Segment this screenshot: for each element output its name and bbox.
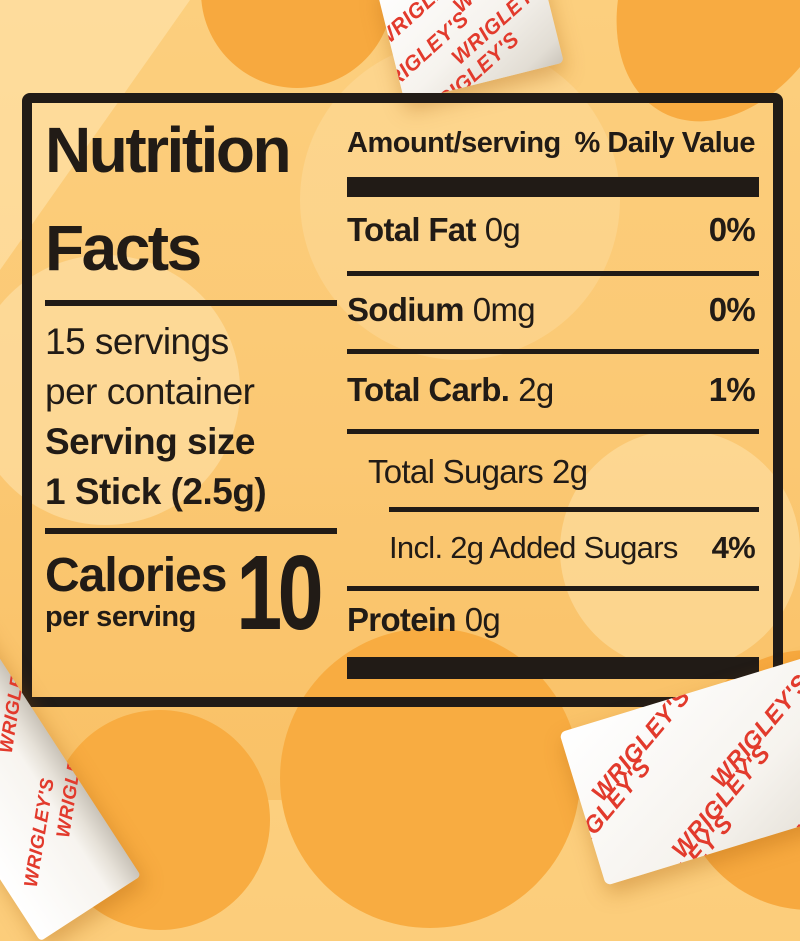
daily-value: 1% xyxy=(708,371,756,408)
table-row: Total Fat 0g 0% xyxy=(347,209,756,251)
divider xyxy=(347,586,759,591)
table-row: Total Sugars 2g xyxy=(347,451,755,493)
calories-sublabel: per serving xyxy=(45,601,196,633)
daily-value: 0% xyxy=(708,291,756,328)
nutrient-name-amount: Total Carb. 2g xyxy=(347,371,554,408)
gum-wrapper-top: WRIGLEY'S WRIGLEY'S WRIGLEY'S WRIGLEY'S … xyxy=(376,0,564,103)
wrigleys-brand-text: WRIGLEY'S xyxy=(785,726,800,851)
thick-divider xyxy=(347,177,759,197)
divider xyxy=(347,349,759,354)
amount-per-serving-header: Amount/serving xyxy=(347,127,561,159)
nutrition-label-frame: Nutrition Facts 15 servings per containe… xyxy=(22,93,783,707)
table-row: Incl. 2g Added Sugars 4% xyxy=(347,527,756,569)
serving-size-label: Serving size xyxy=(45,421,255,462)
calories-block: Calories per serving xyxy=(45,549,227,633)
thick-divider xyxy=(347,657,759,679)
divider xyxy=(45,300,337,306)
nutrient-name-amount: Total Fat 0g xyxy=(347,211,521,248)
divider xyxy=(347,271,759,276)
calories-label: Calories xyxy=(45,549,227,602)
nutrient-name-amount: Protein 0g xyxy=(347,601,501,638)
nutrition-title-line1: Nutrition xyxy=(45,114,292,186)
nutrient-name-amount: Incl. 2g Added Sugars xyxy=(389,530,678,565)
daily-value: 0% xyxy=(708,211,756,248)
servings-per-container: 15 servings per container xyxy=(45,317,255,417)
divider xyxy=(45,528,337,534)
table-row: Sodium 0mg 0% xyxy=(347,289,756,331)
nutrient-name-amount: Total Sugars 2g xyxy=(368,453,588,490)
nutrition-title-line2: Facts xyxy=(45,212,202,284)
calories-value: 10 xyxy=(236,534,323,652)
table-header-row: Amount/serving % Daily Value xyxy=(347,127,755,160)
serving-size: Serving size 1 Stick (2.5g) xyxy=(45,417,267,517)
table-row: Total Carb. 2g 1% xyxy=(347,369,756,411)
servings-line2: per container xyxy=(45,371,255,412)
nutrition-table: Amount/serving % Daily Value Total Fat 0g… xyxy=(347,103,759,697)
serving-size-value: 1 Stick (2.5g) xyxy=(45,471,267,512)
nutrition-label-left-column: Nutrition Facts 15 servings per containe… xyxy=(45,103,337,697)
table-row: Protein 0g xyxy=(347,599,755,641)
bg-circle-top xyxy=(201,0,393,88)
divider-indented xyxy=(389,507,759,512)
daily-value-header: % Daily Value xyxy=(574,127,756,159)
nutrient-name-amount: Sodium 0mg xyxy=(347,291,536,328)
servings-line1: 15 servings xyxy=(45,321,229,362)
divider xyxy=(347,429,759,434)
daily-value: 4% xyxy=(711,530,756,565)
